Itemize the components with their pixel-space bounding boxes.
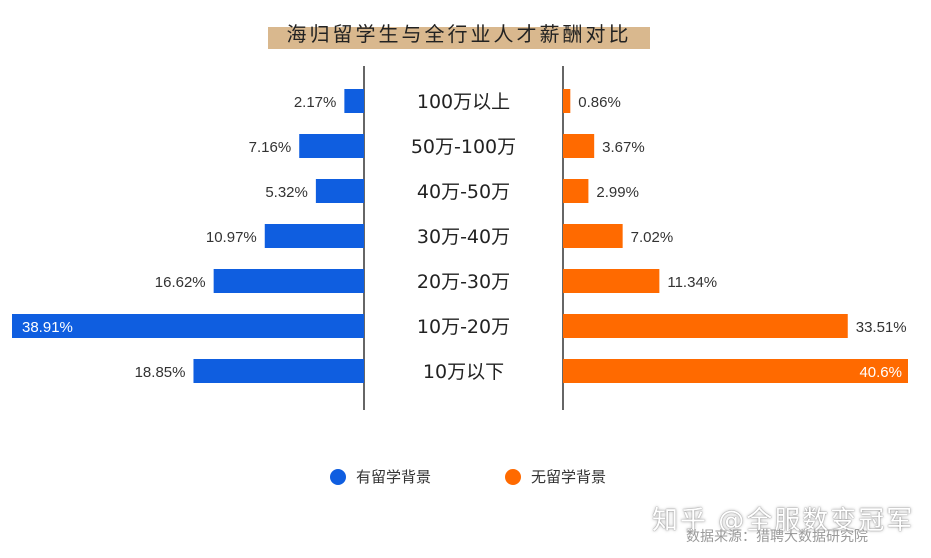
bar-without-overseas <box>563 179 589 203</box>
data-label-without-overseas: 11.34% <box>667 274 717 291</box>
data-label-with-overseas: 5.32% <box>265 184 308 201</box>
legend-swatch-blue <box>330 468 346 485</box>
data-label-with-overseas: 2.17% <box>294 94 337 111</box>
bar-without-overseas <box>563 314 848 338</box>
legend-item-without-overseas: 无留学背景 <box>505 466 606 487</box>
bar-with-overseas <box>315 179 364 203</box>
category-label: 40万-50万 <box>417 181 510 203</box>
category-label: 20万-30万 <box>417 271 510 293</box>
category-label: 10万以下 <box>423 361 504 383</box>
category-label: 30万-40万 <box>417 226 510 248</box>
legend-label: 有留学背景 <box>356 468 432 486</box>
data-label-with-overseas: 7.16% <box>249 139 292 156</box>
bar-with-overseas <box>264 224 364 248</box>
bar-with-overseas <box>344 89 364 113</box>
legend-label: 无留学背景 <box>531 468 607 486</box>
legend-item-with-overseas: 有留学背景 <box>330 466 431 487</box>
data-label-without-overseas: 40.6% <box>859 364 902 381</box>
data-source-note: 数据来源：猎聘大数据研究院 <box>686 529 868 545</box>
data-label-without-overseas: 7.02% <box>631 229 674 246</box>
title-highlight-bar <box>268 27 650 49</box>
data-label-without-overseas: 33.51% <box>856 319 907 336</box>
category-label: 100万以上 <box>417 91 510 113</box>
bar-with-overseas <box>213 269 364 293</box>
bar-with-overseas <box>12 314 364 338</box>
data-label-without-overseas: 0.86% <box>578 94 621 111</box>
bar-without-overseas <box>563 89 571 113</box>
bar-without-overseas <box>563 134 595 158</box>
data-label-with-overseas: 16.62% <box>155 274 206 291</box>
bar-without-overseas <box>563 224 623 248</box>
watermark-text: 知乎 @全服数变冠军 <box>652 506 915 536</box>
bar-without-overseas <box>563 269 660 293</box>
bar-with-overseas <box>193 359 364 383</box>
data-label-with-overseas: 10.97% <box>206 229 257 246</box>
legend-swatch-orange <box>505 468 521 485</box>
data-label-with-overseas: 38.91% <box>22 319 73 336</box>
bar-without-overseas <box>563 359 908 383</box>
bar-with-overseas <box>299 134 364 158</box>
chart-title: 海归留学生与全行业人才薪酬对比 <box>286 22 632 46</box>
category-label: 10万-20万 <box>417 316 510 338</box>
category-label: 50万-100万 <box>411 136 516 158</box>
data-label-without-overseas: 2.99% <box>596 184 639 201</box>
data-label-with-overseas: 18.85% <box>135 364 186 381</box>
data-label-without-overseas: 3.67% <box>602 139 645 156</box>
